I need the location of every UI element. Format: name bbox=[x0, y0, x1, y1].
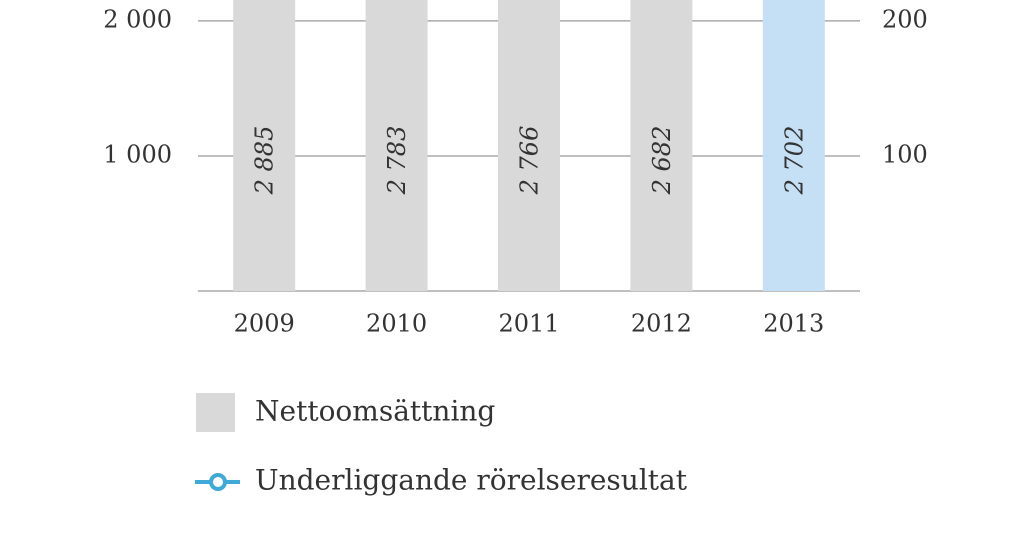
bar bbox=[498, 0, 560, 291]
value-label: 2 885 bbox=[251, 126, 279, 196]
legend-label: Underliggande rörelseresultat bbox=[255, 464, 688, 497]
x-tick-label: 2010 bbox=[366, 310, 427, 338]
x-tick-label: 2011 bbox=[498, 310, 559, 338]
value-label: 2 702 bbox=[780, 126, 808, 196]
value-label: 2 766 bbox=[516, 126, 544, 196]
value-label: 2 783 bbox=[383, 126, 411, 196]
bar bbox=[233, 0, 296, 291]
legend-swatch bbox=[196, 393, 235, 432]
x-tick-label: 2012 bbox=[631, 310, 692, 338]
y-tick-label: 2 000 bbox=[103, 5, 172, 33]
x-tick-label: 2009 bbox=[234, 310, 295, 338]
bar bbox=[365, 0, 428, 291]
x-tick-label: 2013 bbox=[763, 310, 824, 338]
y2-tick-label: 200 bbox=[882, 5, 928, 33]
legend-label: Nettoomsättning bbox=[255, 395, 495, 428]
legend-marker bbox=[209, 473, 227, 491]
bar bbox=[762, 0, 825, 292]
bar bbox=[630, 0, 693, 291]
y2-tick-label: 100 bbox=[882, 140, 928, 168]
y-tick-label: 1 000 bbox=[103, 140, 172, 168]
value-label: 2 682 bbox=[648, 126, 676, 196]
